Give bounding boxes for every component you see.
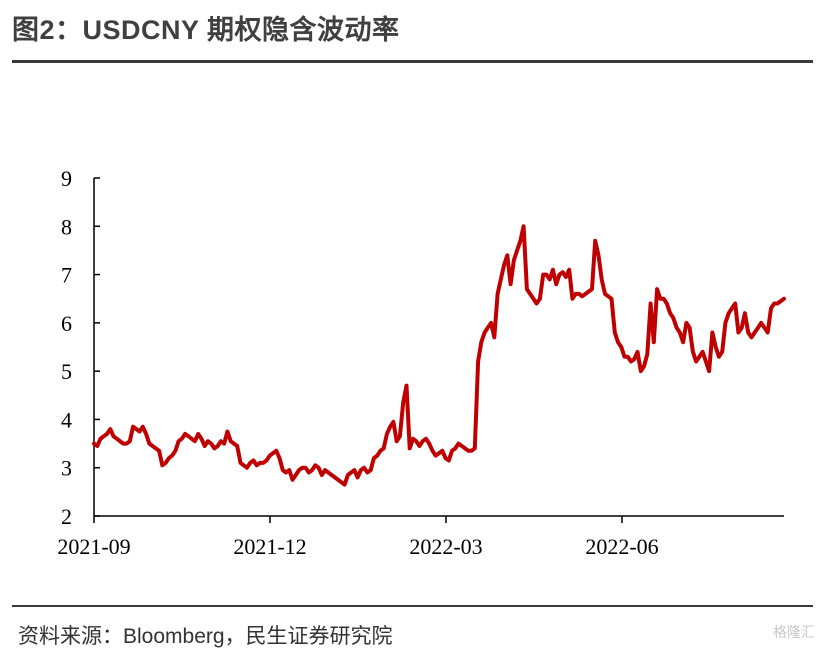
y-tick-label: 3: [61, 456, 72, 481]
y-tick-label: 4: [61, 407, 72, 432]
y-tick-label: 5: [61, 359, 72, 384]
x-tick-label: 2022-06: [585, 534, 658, 559]
y-tick-label: 7: [61, 263, 72, 288]
page-title: 图2：USDCNY 期权隐含波动率: [12, 15, 400, 45]
watermark: 格隆汇: [773, 624, 815, 640]
y-tick-label: 6: [61, 311, 72, 336]
footer-divider: [12, 605, 813, 607]
y-tick-label: 9: [61, 166, 72, 191]
source-note: 资料来源：Bloomberg，民生证券研究院: [18, 625, 393, 648]
x-tick-label: 2022-03: [409, 534, 482, 559]
title-divider: [12, 60, 813, 63]
y-tick-label: 2: [61, 504, 72, 529]
y-tick-label: 8: [61, 214, 72, 239]
y-tick-labels: 2 3 4 5 6 7 8 9: [61, 166, 72, 529]
chart-axes: [93, 177, 784, 523]
x-tick-labels: 2021-09 2021-12 2022-03 2022-06: [57, 534, 658, 559]
line-chart: 2 3 4 5 6 7 8 9 2021-09 2021-12 2022-03 2022-06: [57, 166, 786, 559]
series-line: [92, 224, 786, 487]
x-tick-label: 2021-12: [233, 534, 306, 559]
x-tick-label: 2021-09: [57, 534, 130, 559]
